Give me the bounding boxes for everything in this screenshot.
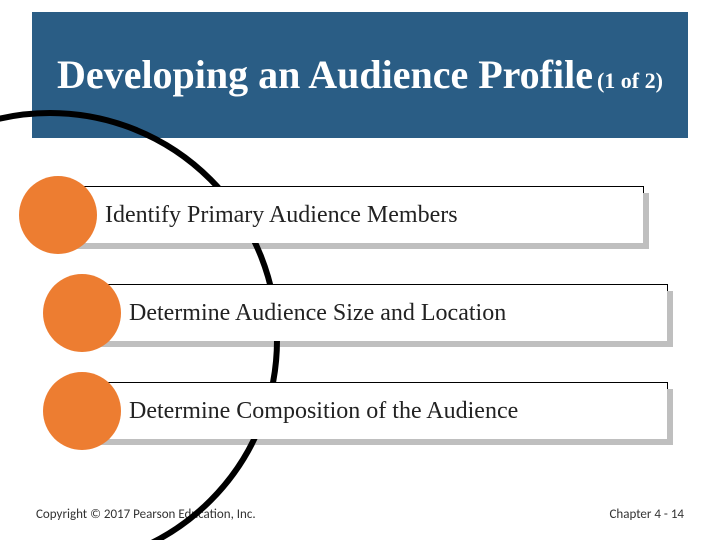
bullet-icon bbox=[43, 372, 121, 450]
item-bar: Identify Primary Audience Members bbox=[47, 187, 643, 243]
list-item: Identify Primary Audience Members bbox=[46, 186, 644, 244]
item-bar: Determine Composition of the Audience bbox=[71, 383, 667, 439]
item-label: Determine Composition of the Audience bbox=[129, 398, 518, 425]
slide: Developing an Audience Profile (1 of 2) … bbox=[0, 0, 720, 540]
item-label: Identify Primary Audience Members bbox=[105, 202, 458, 229]
list-item: Determine Audience Size and Location bbox=[70, 284, 668, 342]
page-indicator: Chapter 4 - 14 bbox=[609, 507, 684, 522]
item-bar: Determine Audience Size and Location bbox=[71, 285, 667, 341]
list-item: Determine Composition of the Audience bbox=[70, 382, 668, 440]
slide-title-text: Developing an Audience Profile (1 of 2) bbox=[57, 52, 663, 98]
slide-title-sub: (1 of 2) bbox=[597, 68, 663, 93]
bullet-icon bbox=[19, 176, 97, 254]
slide-title-main: Developing an Audience Profile bbox=[57, 52, 593, 97]
slide-title-block: Developing an Audience Profile (1 of 2) bbox=[32, 12, 688, 138]
bullet-icon bbox=[43, 274, 121, 352]
item-label: Determine Audience Size and Location bbox=[129, 300, 506, 327]
